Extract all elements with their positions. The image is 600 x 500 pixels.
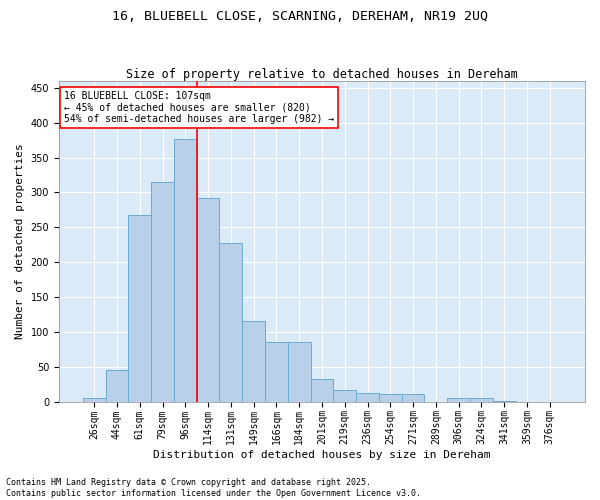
Text: 16 BLUEBELL CLOSE: 107sqm
← 45% of detached houses are smaller (820)
54% of semi: 16 BLUEBELL CLOSE: 107sqm ← 45% of detac… — [64, 90, 334, 124]
Bar — [128, 215, 151, 402]
Bar — [379, 394, 401, 402]
Y-axis label: Number of detached properties: Number of detached properties — [15, 144, 25, 339]
Bar — [242, 322, 265, 402]
Bar — [493, 401, 515, 402]
Bar — [174, 139, 197, 402]
Bar — [83, 398, 106, 402]
Bar — [265, 342, 288, 402]
Bar — [401, 394, 424, 402]
Bar — [288, 342, 311, 402]
Bar — [106, 370, 128, 402]
Bar — [197, 198, 220, 402]
Text: 16, BLUEBELL CLOSE, SCARNING, DEREHAM, NR19 2UQ: 16, BLUEBELL CLOSE, SCARNING, DEREHAM, N… — [112, 10, 488, 23]
Bar — [470, 398, 493, 402]
Bar — [356, 393, 379, 402]
Bar — [220, 244, 242, 402]
Text: Contains HM Land Registry data © Crown copyright and database right 2025.
Contai: Contains HM Land Registry data © Crown c… — [6, 478, 421, 498]
Bar — [334, 390, 356, 402]
Bar — [311, 378, 334, 402]
Bar — [447, 398, 470, 402]
Title: Size of property relative to detached houses in Dereham: Size of property relative to detached ho… — [126, 68, 518, 81]
X-axis label: Distribution of detached houses by size in Dereham: Distribution of detached houses by size … — [153, 450, 491, 460]
Bar — [151, 182, 174, 402]
